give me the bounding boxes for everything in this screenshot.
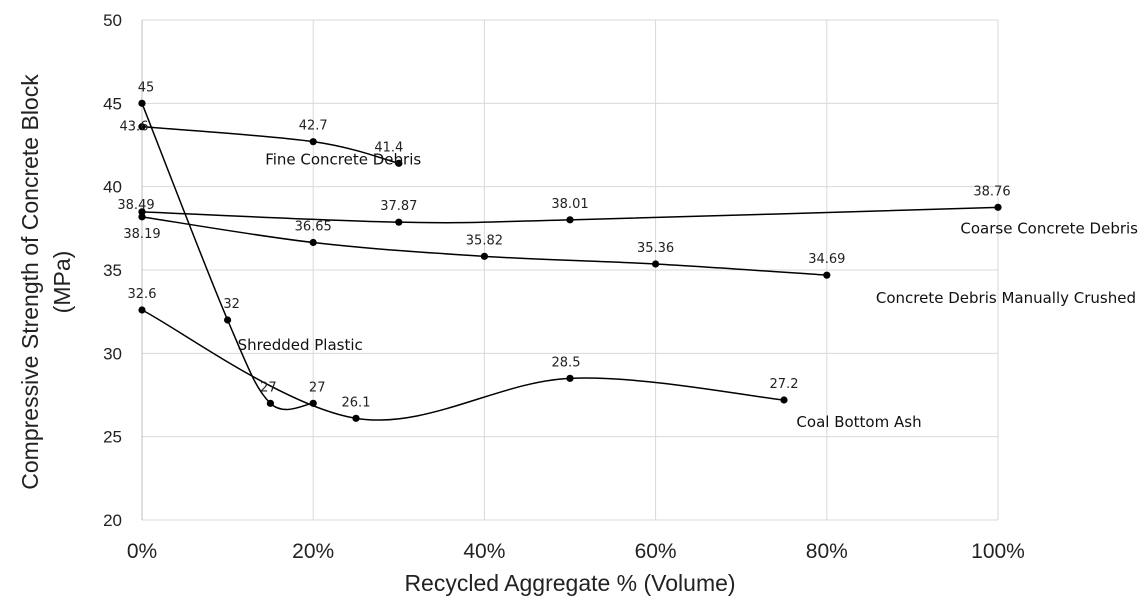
y-tick-label: 50 [103, 11, 122, 30]
data-label: 45 [138, 80, 155, 95]
series-name-label: Coal Bottom Ash [796, 413, 921, 431]
x-tick-label: 80% [806, 540, 848, 563]
series-line [141, 103, 314, 411]
data-label: 36.65 [295, 220, 332, 235]
x-tick-label: 60% [635, 540, 677, 563]
data-point [780, 396, 788, 404]
data-label: 32.6 [128, 287, 157, 302]
series-name-label: Concrete Debris Manually Crushed [876, 289, 1136, 307]
grid [141, 19, 999, 521]
data-point [395, 218, 403, 226]
y-tick-label: 20 [103, 511, 122, 530]
data-label: 26.1 [342, 395, 371, 410]
data-point [224, 316, 232, 324]
data-point [309, 138, 317, 146]
data-label: 38.76 [973, 184, 1010, 199]
data-label: 27 [309, 380, 326, 395]
data-label: 37.87 [380, 199, 417, 214]
series [138, 99, 1002, 422]
y-axis-title-line1: Compressive Strength of Concrete Block [17, 74, 43, 490]
data-point [266, 399, 274, 407]
data-point [566, 374, 574, 382]
y-axis-ticks: 20 25 30 35 40 45 50 [103, 11, 122, 530]
data-point [352, 414, 360, 422]
y-tick-label: 30 [103, 344, 122, 363]
y-tick-label: 40 [103, 178, 122, 197]
x-tick-label: 0% [127, 540, 157, 563]
y-axis-title-line2: (MPa) [49, 251, 75, 314]
data-label: 34.69 [808, 252, 845, 267]
data-point [309, 238, 317, 247]
data-label: 41.4 [374, 140, 403, 155]
data-label: 38.49 [117, 198, 154, 213]
data-label: 28.5 [552, 355, 581, 370]
series-line [141, 309, 785, 421]
data-point [395, 159, 403, 167]
data-label: 35.36 [637, 241, 674, 256]
data-point [566, 216, 574, 224]
data-label: 38.01 [551, 197, 588, 212]
y-tick-label: 45 [103, 94, 122, 113]
data-point [138, 213, 146, 221]
series-name-label: Shredded Plastic [238, 336, 363, 354]
y-tick-label: 25 [103, 428, 122, 447]
data-label: 35.82 [466, 233, 503, 248]
series-name-label: Coarse Concrete Debris [960, 219, 1138, 237]
x-axis-title: Recycled Aggregate % (Volume) [404, 570, 735, 596]
series-name-label: Fine Concrete Debris [265, 151, 421, 169]
data-label: 43.6 [120, 120, 149, 135]
data-label: 27.2 [770, 377, 799, 392]
data-point [138, 306, 146, 314]
series-line [141, 125, 399, 165]
data-label: 42.7 [299, 119, 328, 134]
data-label: 32 [223, 297, 240, 312]
x-axis-ticks: 0% 20% 40% 60% 80% 100% [127, 540, 1025, 563]
data-label: 38.19 [123, 227, 160, 242]
data-point [138, 208, 146, 216]
x-tick-label: 40% [463, 540, 505, 563]
data-point [138, 99, 146, 107]
data-point [652, 260, 660, 268]
x-tick-label: 20% [292, 540, 334, 563]
y-tick-label: 35 [103, 261, 122, 280]
data-point [138, 123, 146, 131]
data-point [994, 203, 1002, 211]
series-line [141, 206, 999, 224]
data-point [480, 252, 488, 260]
x-tick-label: 100% [971, 540, 1025, 563]
data-point [823, 271, 831, 279]
data-label: 27 [260, 380, 277, 395]
